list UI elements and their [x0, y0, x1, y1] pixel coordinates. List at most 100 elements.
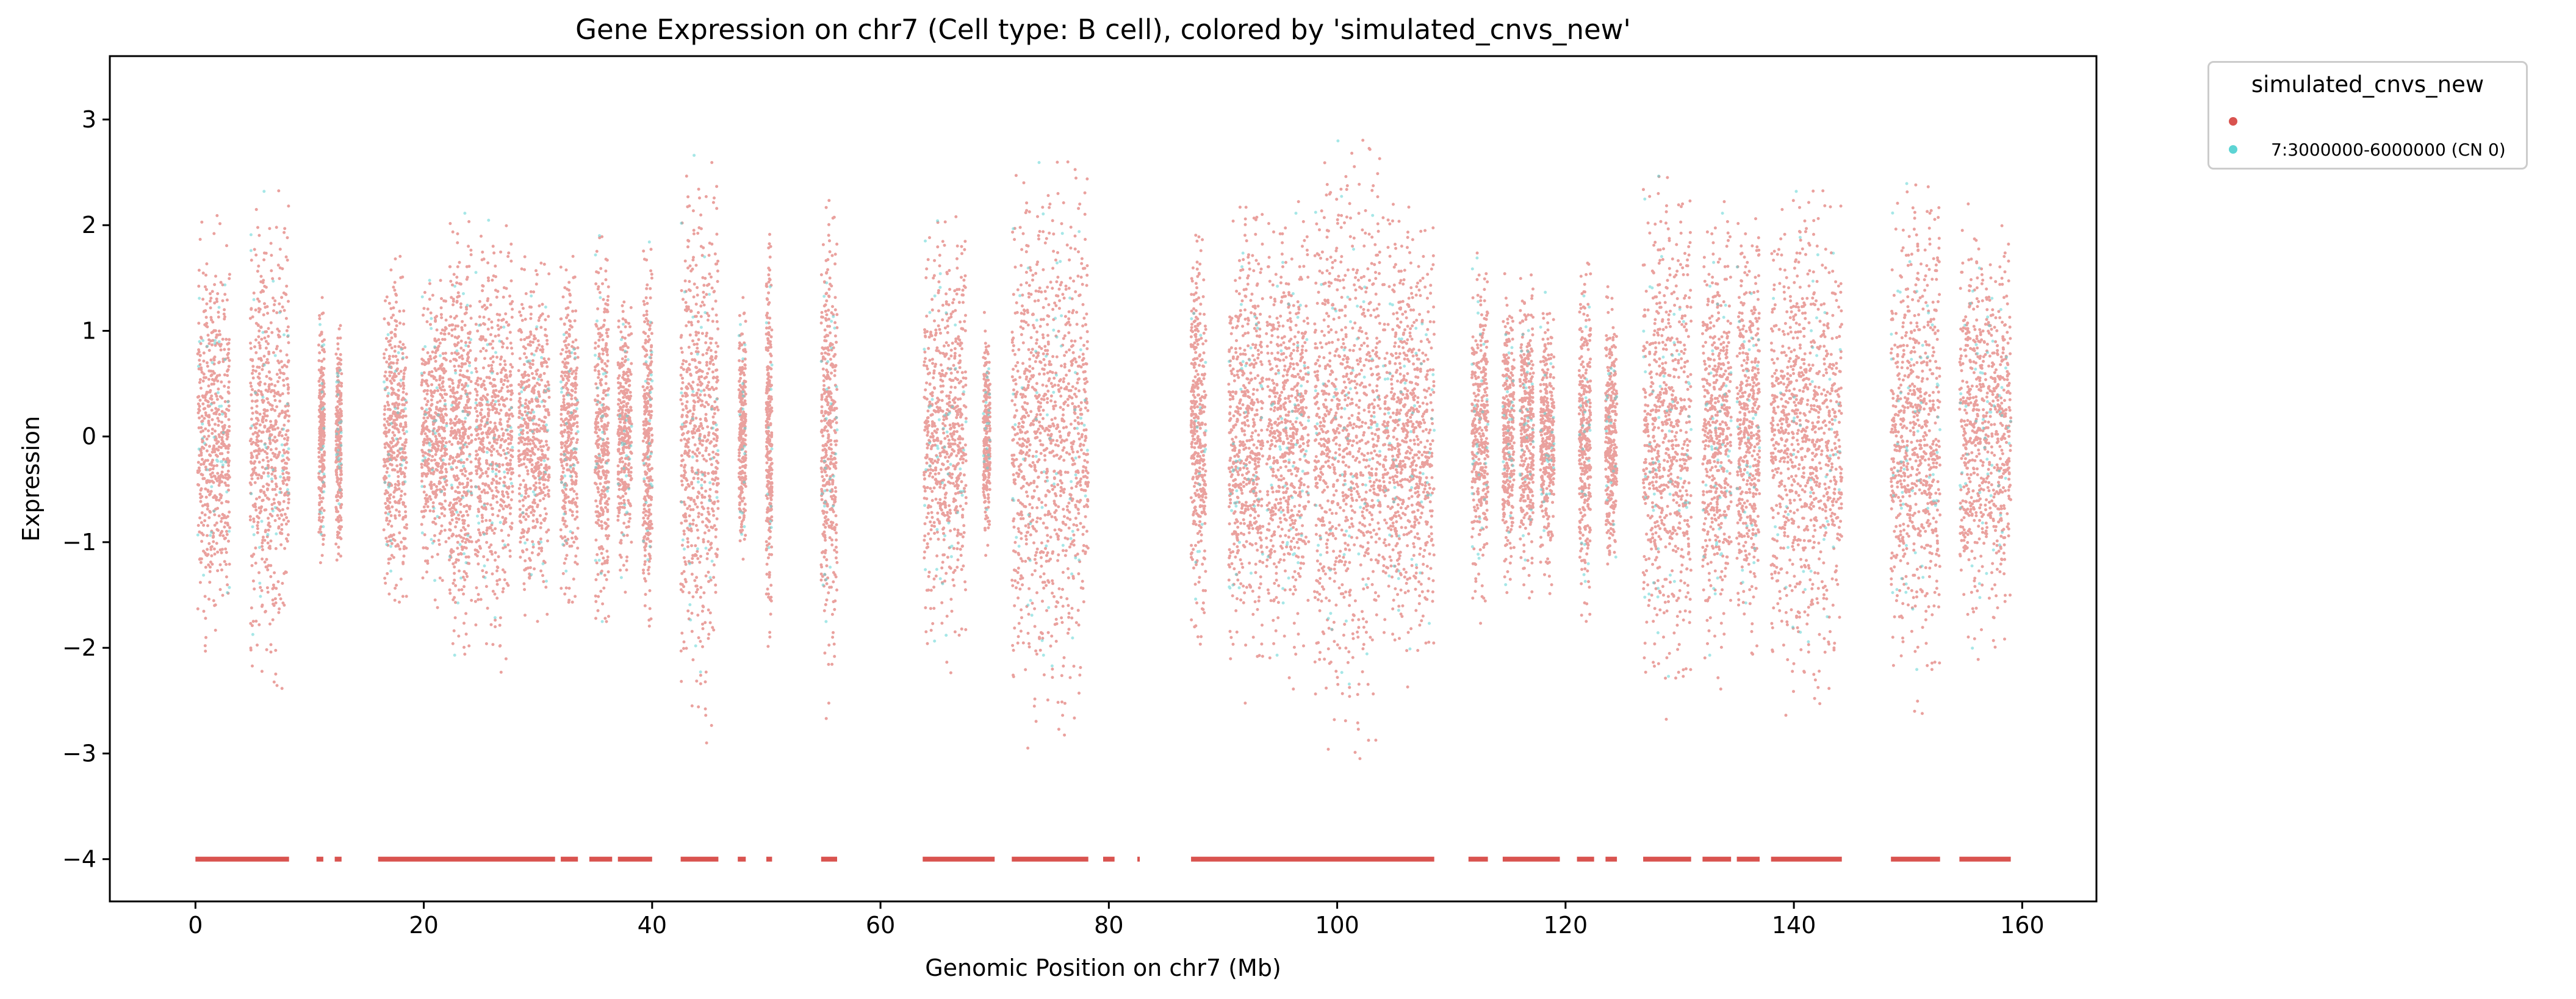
expression-band: [616, 300, 633, 594]
expression-points-red: [1189, 234, 1207, 646]
floor-points-segment: [195, 856, 289, 862]
scatter-points: [195, 138, 2013, 862]
expression-points-cyan: [1470, 256, 1490, 560]
expression-band: [420, 279, 448, 609]
expression-points-red: [737, 296, 747, 561]
expression-band: [1889, 182, 1942, 715]
floor-points-segment: [617, 856, 652, 862]
expression-band: [1539, 290, 1556, 595]
expression-points-cyan: [982, 367, 991, 511]
legend-marker-red: [2229, 117, 2237, 126]
floor-points-segment: [1643, 856, 1691, 862]
floor-points-segment: [1012, 856, 1088, 862]
floor-points-segment: [1468, 856, 1488, 862]
expression-points-cyan: [642, 240, 654, 562]
expression-band: [982, 310, 992, 557]
expression-points-red: [1381, 202, 1436, 689]
floor-points-segment: [1103, 856, 1115, 862]
expression-band: [196, 214, 232, 653]
x-tick-label: 60: [866, 912, 895, 939]
floor-points-segment: [923, 856, 995, 862]
expression-points-cyan: [420, 279, 448, 582]
expression-band: [593, 234, 611, 623]
y-tick-label: 0: [82, 423, 96, 450]
floor-points-segment: [1959, 856, 2011, 862]
expression-points-cyan: [1314, 139, 1382, 686]
expression-band: [1641, 174, 1693, 721]
floor-points-segment: [766, 856, 772, 862]
expression-points-cyan: [1518, 329, 1535, 562]
y-tick-label: −3: [62, 740, 96, 767]
expression-band: [679, 154, 720, 745]
expression-band: [1501, 272, 1516, 595]
legend-title: simulated_cnvs_new: [2251, 71, 2484, 98]
expression-band: [1769, 189, 1844, 717]
expression-points-red: [196, 214, 232, 653]
expression-points-cyan: [1381, 302, 1436, 651]
x-tick-label: 20: [409, 912, 438, 939]
expression-points-red: [420, 279, 448, 609]
axis-ticks: 0 20 40 60 80 100 120 140 160 −4 −3 −2 −1 0 1 2 3: [62, 106, 2045, 939]
legend: simulated_cnvs_new 7:3000000-6000000 (CN…: [2207, 61, 2528, 170]
expression-band: [447, 212, 473, 657]
expression-points-cyan: [1011, 161, 1089, 668]
expression-band: [737, 296, 747, 561]
legend-item-series-1: [2229, 109, 2271, 134]
expression-points-red: [1265, 200, 1311, 691]
expression-points-cyan: [594, 234, 610, 623]
y-tick-label: −4: [62, 846, 96, 873]
expression-band: [1577, 261, 1592, 623]
x-tick-label: 40: [638, 912, 667, 939]
expression-band: [248, 189, 291, 690]
expression-points-cyan: [680, 154, 720, 674]
expression-points-red: [248, 189, 291, 690]
expression-band: [923, 215, 968, 675]
floor-points-segment: [1191, 856, 1434, 862]
expression-points-cyan: [923, 219, 968, 643]
expression-band: [1381, 202, 1436, 689]
expression-points-red: [334, 324, 344, 562]
expression-band: [819, 199, 839, 720]
expression-points-cyan: [518, 294, 550, 583]
expression-band: [317, 296, 326, 565]
x-tick-label: 120: [1544, 912, 1588, 939]
legend-marker-cyan: [2229, 145, 2237, 154]
expression-points-cyan: [1501, 333, 1515, 587]
expression-points-cyan: [1578, 294, 1592, 583]
legend-item-series-2: 7:3000000-6000000 (CN 0): [2229, 137, 2506, 162]
expression-band: [1735, 217, 1761, 656]
floor-points-segment: [821, 856, 837, 862]
floor-points-segment: [1891, 856, 1940, 862]
expression-band: [1010, 160, 1090, 750]
expression-points-cyan: [1701, 212, 1733, 657]
floor-points-segment: [589, 856, 613, 862]
expression-points-cyan: [559, 333, 580, 573]
expression-points-cyan: [1228, 251, 1265, 590]
expression-points-red: [517, 255, 551, 623]
expression-band: [1603, 285, 1619, 566]
expression-band: [641, 240, 654, 628]
floor-points-segment: [1736, 856, 1760, 862]
y-tick-label: 2: [82, 212, 96, 238]
expression-points-red: [317, 296, 326, 565]
floor-points-segment: [1771, 856, 1842, 862]
x-tick-label: 140: [1772, 912, 1816, 939]
expression-band: [1958, 202, 2013, 661]
expression-band: [765, 232, 774, 648]
floor-points-segment: [680, 856, 719, 862]
expression-band: [473, 218, 515, 674]
expression-points-red: [1010, 160, 1090, 750]
y-tick-label: 1: [82, 317, 96, 344]
floor-points-segment: [378, 856, 555, 862]
expression-points-cyan: [737, 323, 747, 536]
y-tick-label: 3: [82, 106, 96, 133]
expression-band: [1518, 273, 1535, 600]
legend-label-series-2: 7:3000000-6000000 (CN 0): [2271, 139, 2506, 160]
floor-points-segment: [1577, 856, 1594, 862]
expression-points-cyan: [1959, 267, 2012, 650]
expression-points-cyan: [383, 333, 409, 573]
floor-points-segment: [1605, 856, 1617, 862]
expression-band: [1227, 206, 1265, 705]
floor-points-segment: [1137, 856, 1140, 862]
